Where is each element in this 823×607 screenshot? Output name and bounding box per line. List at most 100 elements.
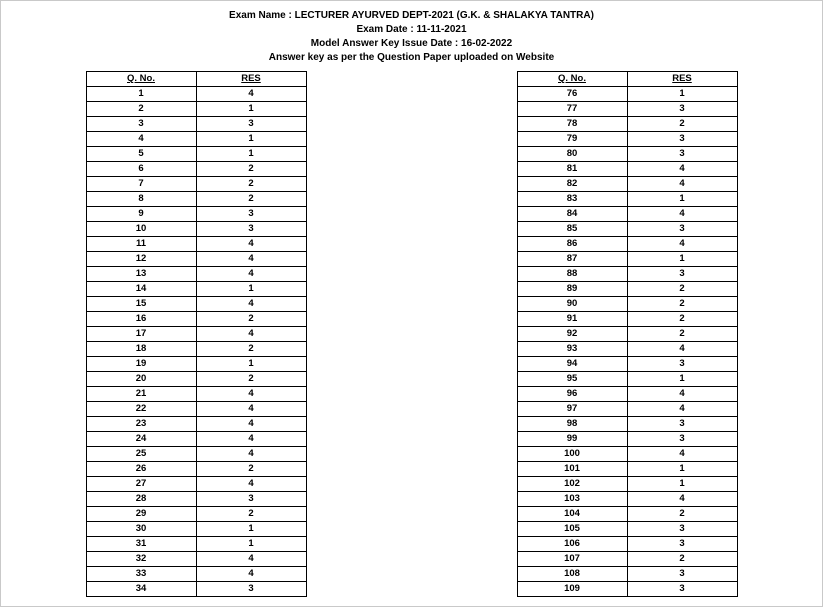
cell-qno: 101: [517, 462, 627, 477]
table-row: 174: [86, 327, 306, 342]
table-row: 124: [86, 252, 306, 267]
cell-res: 3: [627, 102, 737, 117]
table-row: 33: [86, 117, 306, 132]
cell-res: 1: [196, 522, 306, 537]
cell-res: 3: [196, 492, 306, 507]
table-row: 902: [517, 297, 737, 312]
cell-res: 4: [627, 492, 737, 507]
cell-qno: 99: [517, 432, 627, 447]
cell-qno: 29: [86, 507, 196, 522]
cell-qno: 86: [517, 237, 627, 252]
cell-res: 4: [196, 237, 306, 252]
table-row: 141: [86, 282, 306, 297]
cell-qno: 32: [86, 552, 196, 567]
cell-qno: 98: [517, 417, 627, 432]
table-row: 182: [86, 342, 306, 357]
table-row: 82: [86, 192, 306, 207]
table-row: 883: [517, 267, 737, 282]
cell-qno: 97: [517, 402, 627, 417]
cell-qno: 108: [517, 567, 627, 582]
table-row: 14: [86, 87, 306, 102]
cell-qno: 22: [86, 402, 196, 417]
table-row: 964: [517, 387, 737, 402]
exam-name-value: LECTURER AYURVED DEPT-2021 (G.K. & SHALA…: [295, 10, 594, 21]
cell-qno: 30: [86, 522, 196, 537]
cell-res: 3: [627, 522, 737, 537]
cell-qno: 104: [517, 507, 627, 522]
cell-res: 1: [196, 102, 306, 117]
cell-res: 1: [627, 87, 737, 102]
cell-qno: 107: [517, 552, 627, 567]
header-line-2: Exam Date : 11-11-2021: [1, 23, 822, 37]
exam-name-prefix: Exam Name :: [229, 10, 295, 21]
cell-res: 3: [196, 117, 306, 132]
col-header-qno: Q. No.: [517, 72, 627, 87]
cell-res: 2: [196, 372, 306, 387]
cell-qno: 17: [86, 327, 196, 342]
cell-qno: 23: [86, 417, 196, 432]
table-row: 114: [86, 237, 306, 252]
cell-qno: 94: [517, 357, 627, 372]
table-row: 1011: [517, 462, 737, 477]
table-row: 234: [86, 417, 306, 432]
cell-res: 4: [196, 432, 306, 447]
cell-res: 3: [196, 222, 306, 237]
table-row: 943: [517, 357, 737, 372]
cell-res: 4: [196, 327, 306, 342]
table-row: 864: [517, 237, 737, 252]
cell-qno: 6: [86, 162, 196, 177]
table-row: 761: [517, 87, 737, 102]
table-row: 311: [86, 537, 306, 552]
cell-qno: 85: [517, 222, 627, 237]
table-row: 1034: [517, 492, 737, 507]
cell-res: 4: [196, 447, 306, 462]
table-row: 773: [517, 102, 737, 117]
cell-res: 1: [196, 282, 306, 297]
table-body-right: 7617737827938038148248318448538648718838…: [517, 87, 737, 597]
cell-qno: 18: [86, 342, 196, 357]
table-body-left: 1421334151627282931031141241341411541621…: [86, 87, 306, 597]
table-row: 41: [86, 132, 306, 147]
cell-qno: 31: [86, 537, 196, 552]
table-row: 993: [517, 432, 737, 447]
cell-qno: 93: [517, 342, 627, 357]
table-row: 51: [86, 147, 306, 162]
cell-res: 2: [196, 162, 306, 177]
table-row: 103: [86, 222, 306, 237]
cell-qno: 79: [517, 132, 627, 147]
cell-res: 2: [196, 177, 306, 192]
table-row: 871: [517, 252, 737, 267]
header-line-4: Answer key as per the Question Paper upl…: [1, 51, 822, 65]
table-row: 1063: [517, 537, 737, 552]
cell-res: 4: [196, 567, 306, 582]
table-row: 72: [86, 177, 306, 192]
cell-res: 4: [196, 297, 306, 312]
cell-qno: 33: [86, 567, 196, 582]
cell-res: 1: [627, 192, 737, 207]
table-row: 922: [517, 327, 737, 342]
table-row: 262: [86, 462, 306, 477]
cell-qno: 34: [86, 582, 196, 597]
cell-res: 1: [196, 537, 306, 552]
table-row: 831: [517, 192, 737, 207]
cell-qno: 76: [517, 87, 627, 102]
cell-res: 1: [627, 372, 737, 387]
cell-res: 3: [627, 417, 737, 432]
cell-qno: 95: [517, 372, 627, 387]
cell-qno: 3: [86, 117, 196, 132]
table-row: 324: [86, 552, 306, 567]
cell-qno: 19: [86, 357, 196, 372]
cell-qno: 90: [517, 297, 627, 312]
cell-res: 3: [627, 567, 737, 582]
col-header-res: RES: [196, 72, 306, 87]
table-row: 974: [517, 402, 737, 417]
table-row: 162: [86, 312, 306, 327]
cell-res: 3: [627, 537, 737, 552]
cell-qno: 25: [86, 447, 196, 462]
cell-qno: 78: [517, 117, 627, 132]
table-row: 853: [517, 222, 737, 237]
cell-res: 2: [196, 342, 306, 357]
header-line-3: Model Answer Key Issue Date : 16-02-2022: [1, 37, 822, 51]
cell-res: 4: [196, 552, 306, 567]
cell-qno: 24: [86, 432, 196, 447]
